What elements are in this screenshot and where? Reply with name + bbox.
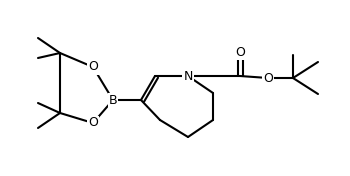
Text: O: O <box>88 61 98 74</box>
Text: N: N <box>183 70 193 83</box>
Text: B: B <box>109 93 117 106</box>
Text: O: O <box>88 117 98 130</box>
Text: O: O <box>235 46 245 58</box>
Text: O: O <box>263 71 273 84</box>
